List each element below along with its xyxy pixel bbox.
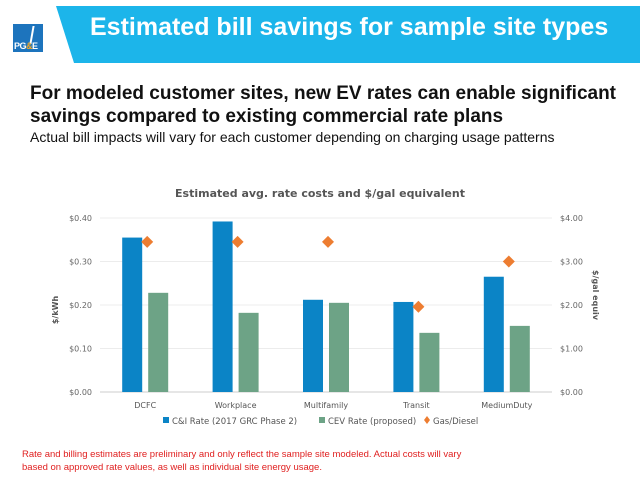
- bar-ci-rate: [212, 221, 233, 392]
- y-tick-label-left: $0.20: [69, 301, 92, 310]
- subheadline: Actual bill impacts will vary for each c…: [30, 129, 555, 145]
- x-tick-label: Workplace: [215, 401, 257, 410]
- x-tick-label: MediumDuty: [481, 401, 532, 410]
- y-tick-label-right: $0.00: [560, 388, 583, 397]
- bar-cev-rate: [419, 332, 440, 392]
- y-tick-label-right: $1.00: [560, 345, 583, 354]
- headline: For modeled customer sites, new EV rates…: [30, 83, 617, 127]
- legend-swatch: [424, 416, 430, 424]
- page-title: Estimated bill savings for sample site t…: [90, 13, 609, 41]
- marker-gas-diesel: [502, 255, 515, 268]
- chart-title: Estimated avg. rate costs and $/gal equi…: [175, 187, 465, 200]
- legend-label: Gas/Diesel: [433, 417, 478, 427]
- y-tick-label-left: $0.40: [69, 214, 92, 223]
- legend-swatch: [163, 417, 169, 423]
- title-banner: [56, 6, 640, 63]
- y-tick-label-left: $0.10: [69, 345, 92, 354]
- pge-logo: PG&E: [13, 24, 43, 52]
- bar-chart: Estimated avg. rate costs and $/gal equi…: [51, 187, 600, 427]
- x-axis: DCFC Workplace Multifamily Transit MediumDut…: [134, 401, 532, 410]
- marker-gas-diesel: [322, 235, 334, 248]
- disclaimer-footnote: Rate and billing estimates are prelimina…: [22, 449, 462, 473]
- bar-cev-rate: [148, 292, 169, 392]
- y-tick-label-right: $3.00: [560, 258, 583, 267]
- marker-gas-diesel: [412, 300, 425, 313]
- x-tick-label: DCFC: [134, 401, 156, 410]
- bar-ci-rate: [483, 276, 504, 392]
- legend-label: CEV Rate (proposed): [328, 417, 416, 427]
- x-tick-label: Multifamily: [304, 401, 349, 410]
- bar-cev-rate: [238, 312, 259, 392]
- y-axis-right: $0.00 $1.00 $2.00 $3.00 $4.00: [560, 214, 583, 397]
- y-axis-left: $0.00 $0.10 $0.20 $0.30 $0.40: [69, 214, 92, 397]
- legend: C&I Rate (2017 GRC Phase 2) CEV Rate (pro…: [163, 416, 478, 427]
- bar-ci-rate: [393, 301, 414, 392]
- bars: [122, 221, 530, 392]
- bar-ci-rate: [303, 299, 323, 392]
- x-tick-label: Transit: [402, 401, 430, 410]
- legend-label: C&I Rate (2017 GRC Phase 2): [172, 417, 297, 427]
- y-tick-label-right: $4.00: [560, 214, 583, 223]
- legend-swatch: [319, 417, 325, 423]
- bar-ci-rate: [122, 237, 143, 392]
- y-tick-label-left: $0.00: [69, 388, 92, 397]
- y-axis-label-right: $/gal equiv: [591, 270, 600, 321]
- y-axis-label-left: $/kWh: [51, 296, 60, 325]
- bar-cev-rate: [329, 302, 349, 392]
- gridlines: [100, 217, 552, 393]
- bar-cev-rate: [509, 325, 530, 392]
- marker-gas-diesel: [231, 235, 244, 248]
- marker-gas-diesel: [141, 235, 154, 248]
- y-tick-label-left: $0.30: [69, 258, 92, 267]
- y-tick-label-right: $2.00: [560, 301, 583, 310]
- markers: [141, 235, 515, 313]
